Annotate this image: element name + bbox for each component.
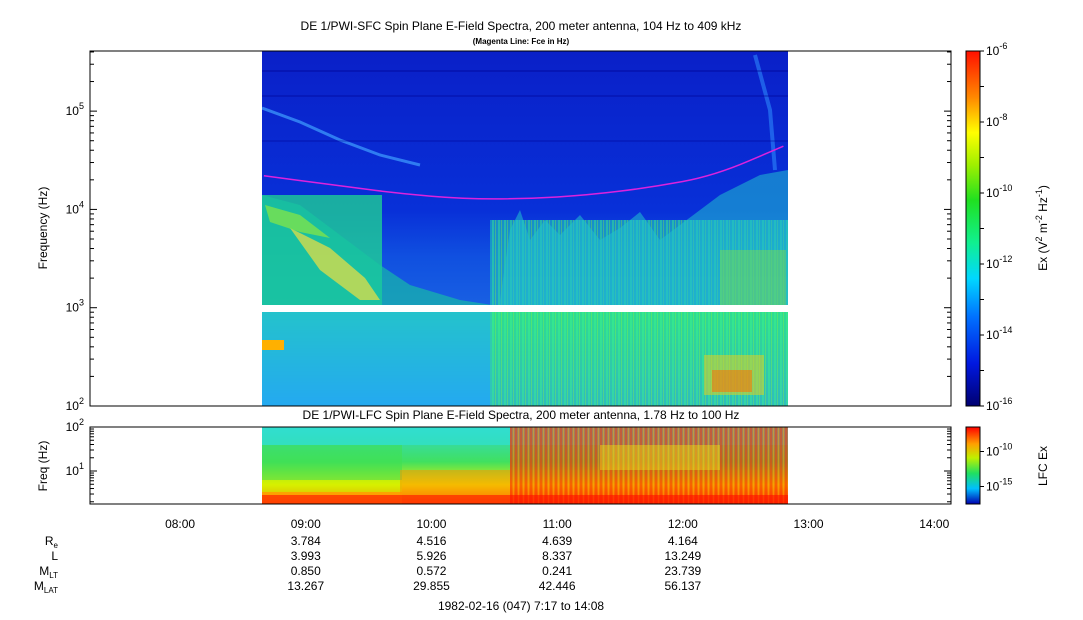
- time-tick-label: 08:00: [165, 517, 195, 531]
- ephemeris-row-label: Re: [45, 534, 59, 550]
- lfc-title: DE 1/PWI-LFC Spin Plane E-Field Spectra,…: [303, 408, 740, 422]
- sfc-colorbar: 10-16 10-14 10-12 10-10 10-8 10-6 Ex (V2 m-2 …: [965, 41, 1050, 413]
- ephemeris-value: 8.337: [542, 549, 572, 563]
- sfc-y-tick-label: 104: [66, 199, 84, 216]
- ephemeris-row-label: L: [51, 549, 58, 563]
- ephemeris-value: 0.241: [542, 564, 572, 578]
- footer-time-range: 1982-02-16 (047) 7:17 to 14:08: [438, 599, 604, 613]
- sfc-y-label: Frequency (Hz): [36, 187, 50, 270]
- sfc-colorbar-tick-label: 10-8: [986, 112, 1007, 129]
- sfc-y-ticks: 102 103 104 105: [66, 51, 951, 413]
- ephemeris-value: 29.855: [413, 579, 450, 593]
- time-tick-label: 09:00: [291, 517, 321, 531]
- sfc-colorbar-tick-label: 10-10: [986, 183, 1012, 200]
- sfc-y-tick-label: 103: [66, 298, 84, 315]
- time-tick-label: 14:00: [919, 517, 949, 531]
- ephemeris-row-label: MLT: [39, 564, 58, 580]
- ephemeris-value: 3.993: [291, 549, 321, 563]
- lfc-y-label: Freq (Hz): [36, 441, 50, 492]
- lfc-y-tick-label: 102: [66, 417, 84, 434]
- lfc-y-ticks: 101 102: [66, 417, 951, 503]
- ephemeris-value: 42.446: [539, 579, 576, 593]
- sfc-colorbar-tick-label: 10-16: [986, 396, 1012, 413]
- lfc-colorbar: 10-15 10-10 LFC Ex: [965, 426, 1050, 505]
- lfc-colorbar-tick-label: 10-10: [986, 442, 1012, 459]
- ephemeris-value: 13.267: [287, 579, 324, 593]
- sfc-colorbar-tick-label: 10-6: [986, 41, 1007, 58]
- lfc-y-tick-label: 101: [66, 461, 84, 478]
- lfc-colorbar-ticks: 10-15 10-10: [980, 442, 1012, 494]
- ephemeris-value: 5.926: [416, 549, 446, 563]
- sfc-colorbar-tick-label: 10-12: [986, 254, 1012, 271]
- ephemeris-value: 4.164: [668, 534, 698, 548]
- time-tick-label: 10:00: [416, 517, 446, 531]
- lfc-colorbar-tick-label: 10-15: [986, 477, 1012, 494]
- ephemeris-value: 0.850: [291, 564, 321, 578]
- ephemeris-value: 13.249: [665, 549, 702, 563]
- sfc-panel: [89, 50, 952, 407]
- ephemeris-value: 56.137: [665, 579, 702, 593]
- time-axis: 08:00 09:00 10:00 11:00 12:00 13:00 14:00: [165, 517, 950, 531]
- sfc-colorbar-tick-label: 10-14: [986, 325, 1012, 342]
- sfc-subtitle: (Magenta Line: Fce in Hz): [473, 37, 570, 46]
- sfc-y-tick-label: 102: [66, 396, 84, 413]
- sfc-spectrogram: [262, 51, 788, 406]
- ephemeris-row-label: MLAT: [34, 579, 58, 595]
- time-tick-label: 11:00: [543, 517, 572, 531]
- ephemeris-value: 3.784: [291, 534, 321, 548]
- ephemeris-table: Re 3.784 4.516 4.639 4.164 L 3.993 5.926 8.337 13…: [34, 534, 702, 595]
- ephemeris-value: 0.572: [416, 564, 446, 578]
- sfc-colorbar-ticks: 10-16 10-14 10-12 10-10 10-8 10-6: [980, 41, 1012, 413]
- time-tick-label: 13:00: [794, 517, 824, 531]
- ephemeris-value: 23.739: [665, 564, 702, 578]
- sfc-y-tick-label: 105: [66, 101, 84, 118]
- lfc-panel: [89, 426, 952, 505]
- fce-line: [263, 145, 784, 200]
- time-tick-label: 12:00: [668, 517, 698, 531]
- ephemeris-value: 4.516: [416, 534, 446, 548]
- ephemeris-value: 4.639: [542, 534, 572, 548]
- lfc-spectrogram: [262, 427, 788, 504]
- sfc-colorbar-label: Ex (V2 m-2 Hz-1): [1034, 185, 1050, 271]
- lfc-colorbar-label: LFC Ex: [1036, 446, 1050, 486]
- sfc-title: DE 1/PWI-SFC Spin Plane E-Field Spectra,…: [301, 19, 742, 33]
